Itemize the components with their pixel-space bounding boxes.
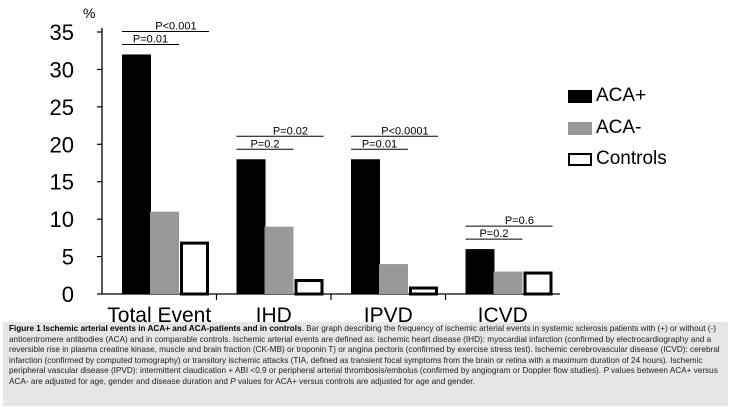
- y-tick-label-20: 20: [50, 132, 74, 157]
- legend-swatch-aca-neg: [568, 122, 592, 135]
- sig-label-total-event-aca: P=0.01: [133, 33, 168, 45]
- x-tick-label-ihd: IHD: [256, 304, 292, 322]
- x-tick-label-icvd: ICVD: [478, 304, 528, 322]
- y-tick-label-25: 25: [50, 95, 74, 120]
- y-axis-label: %: [83, 5, 95, 21]
- legend-label-aca-pos: ACA+: [596, 85, 647, 106]
- y-tick-label-0: 0: [62, 282, 74, 307]
- caption-italic-p-1: P: [603, 366, 609, 376]
- bar-total-event-aca: [150, 211, 179, 294]
- bar-icvd-aca: [465, 249, 495, 294]
- legend-swatch-aca-pos: [568, 90, 592, 103]
- bar-ihd-aca: [264, 226, 294, 294]
- x-tick-label-total-event: Total Event: [107, 304, 211, 322]
- bar-ihd-controls: [294, 279, 324, 296]
- bar-ihd-aca: [236, 159, 266, 294]
- bar-total-event-aca: [122, 54, 151, 295]
- y-tick-label-35: 35: [50, 20, 74, 45]
- figure-caption: Figure 1 Ischemic arterial events in ACA…: [9, 324, 723, 388]
- sig-label-total-event-controls: P<0.001: [155, 20, 196, 32]
- y-tick-label-15: 15: [50, 170, 74, 195]
- bar-chart: 0 5 10 15 20 25 30 35% Total Event IHD IPVD ICVD P<0…: [50, 5, 560, 322]
- caption-body-3: values for ACA+ versus controls are adju…: [235, 376, 475, 386]
- y-tick-label-5: 5: [62, 245, 74, 270]
- sig-label-ihd-controls: P=0.02: [273, 125, 308, 137]
- sig-label-ipvd-aca: P=0.01: [362, 138, 397, 150]
- caption-title: Figure 1 Ischemic arterial events in ACA…: [9, 324, 302, 333]
- x-tick-label-ipvd: IPVD: [364, 304, 413, 322]
- sig-label-icvd-aca: P=0.2: [479, 228, 508, 240]
- bar-icvd-aca: [493, 271, 523, 294]
- sig-label-icvd-controls: P=0.6: [505, 215, 534, 227]
- bar-ipvd-aca: [379, 264, 408, 294]
- bar-icvd-controls: [523, 271, 553, 296]
- legend-label-controls: Controls: [596, 148, 667, 169]
- caption-band: Figure 1 Ischemic arterial events in ACA…: [3, 322, 728, 406]
- caption-body-1: . Bar graph describing the frequency of …: [9, 324, 720, 376]
- sig-label-ipvd-controls: P<0.0001: [381, 125, 428, 137]
- legend-label-aca-neg: ACA-: [596, 117, 642, 138]
- y-tick-label-30: 30: [50, 57, 74, 82]
- caption-body-2: values between ACA+ versus ACA- are adju…: [9, 366, 718, 386]
- bar-ipvd-aca: [351, 159, 380, 294]
- sig-label-ihd-aca: P=0.2: [250, 138, 279, 150]
- caption-italic-p-2: P: [230, 376, 236, 386]
- bar-ipvd-controls: [409, 286, 438, 296]
- bar-total-event-controls: [180, 241, 209, 296]
- legend-swatch-controls: [568, 153, 592, 166]
- y-tick-label-10: 10: [50, 207, 74, 232]
